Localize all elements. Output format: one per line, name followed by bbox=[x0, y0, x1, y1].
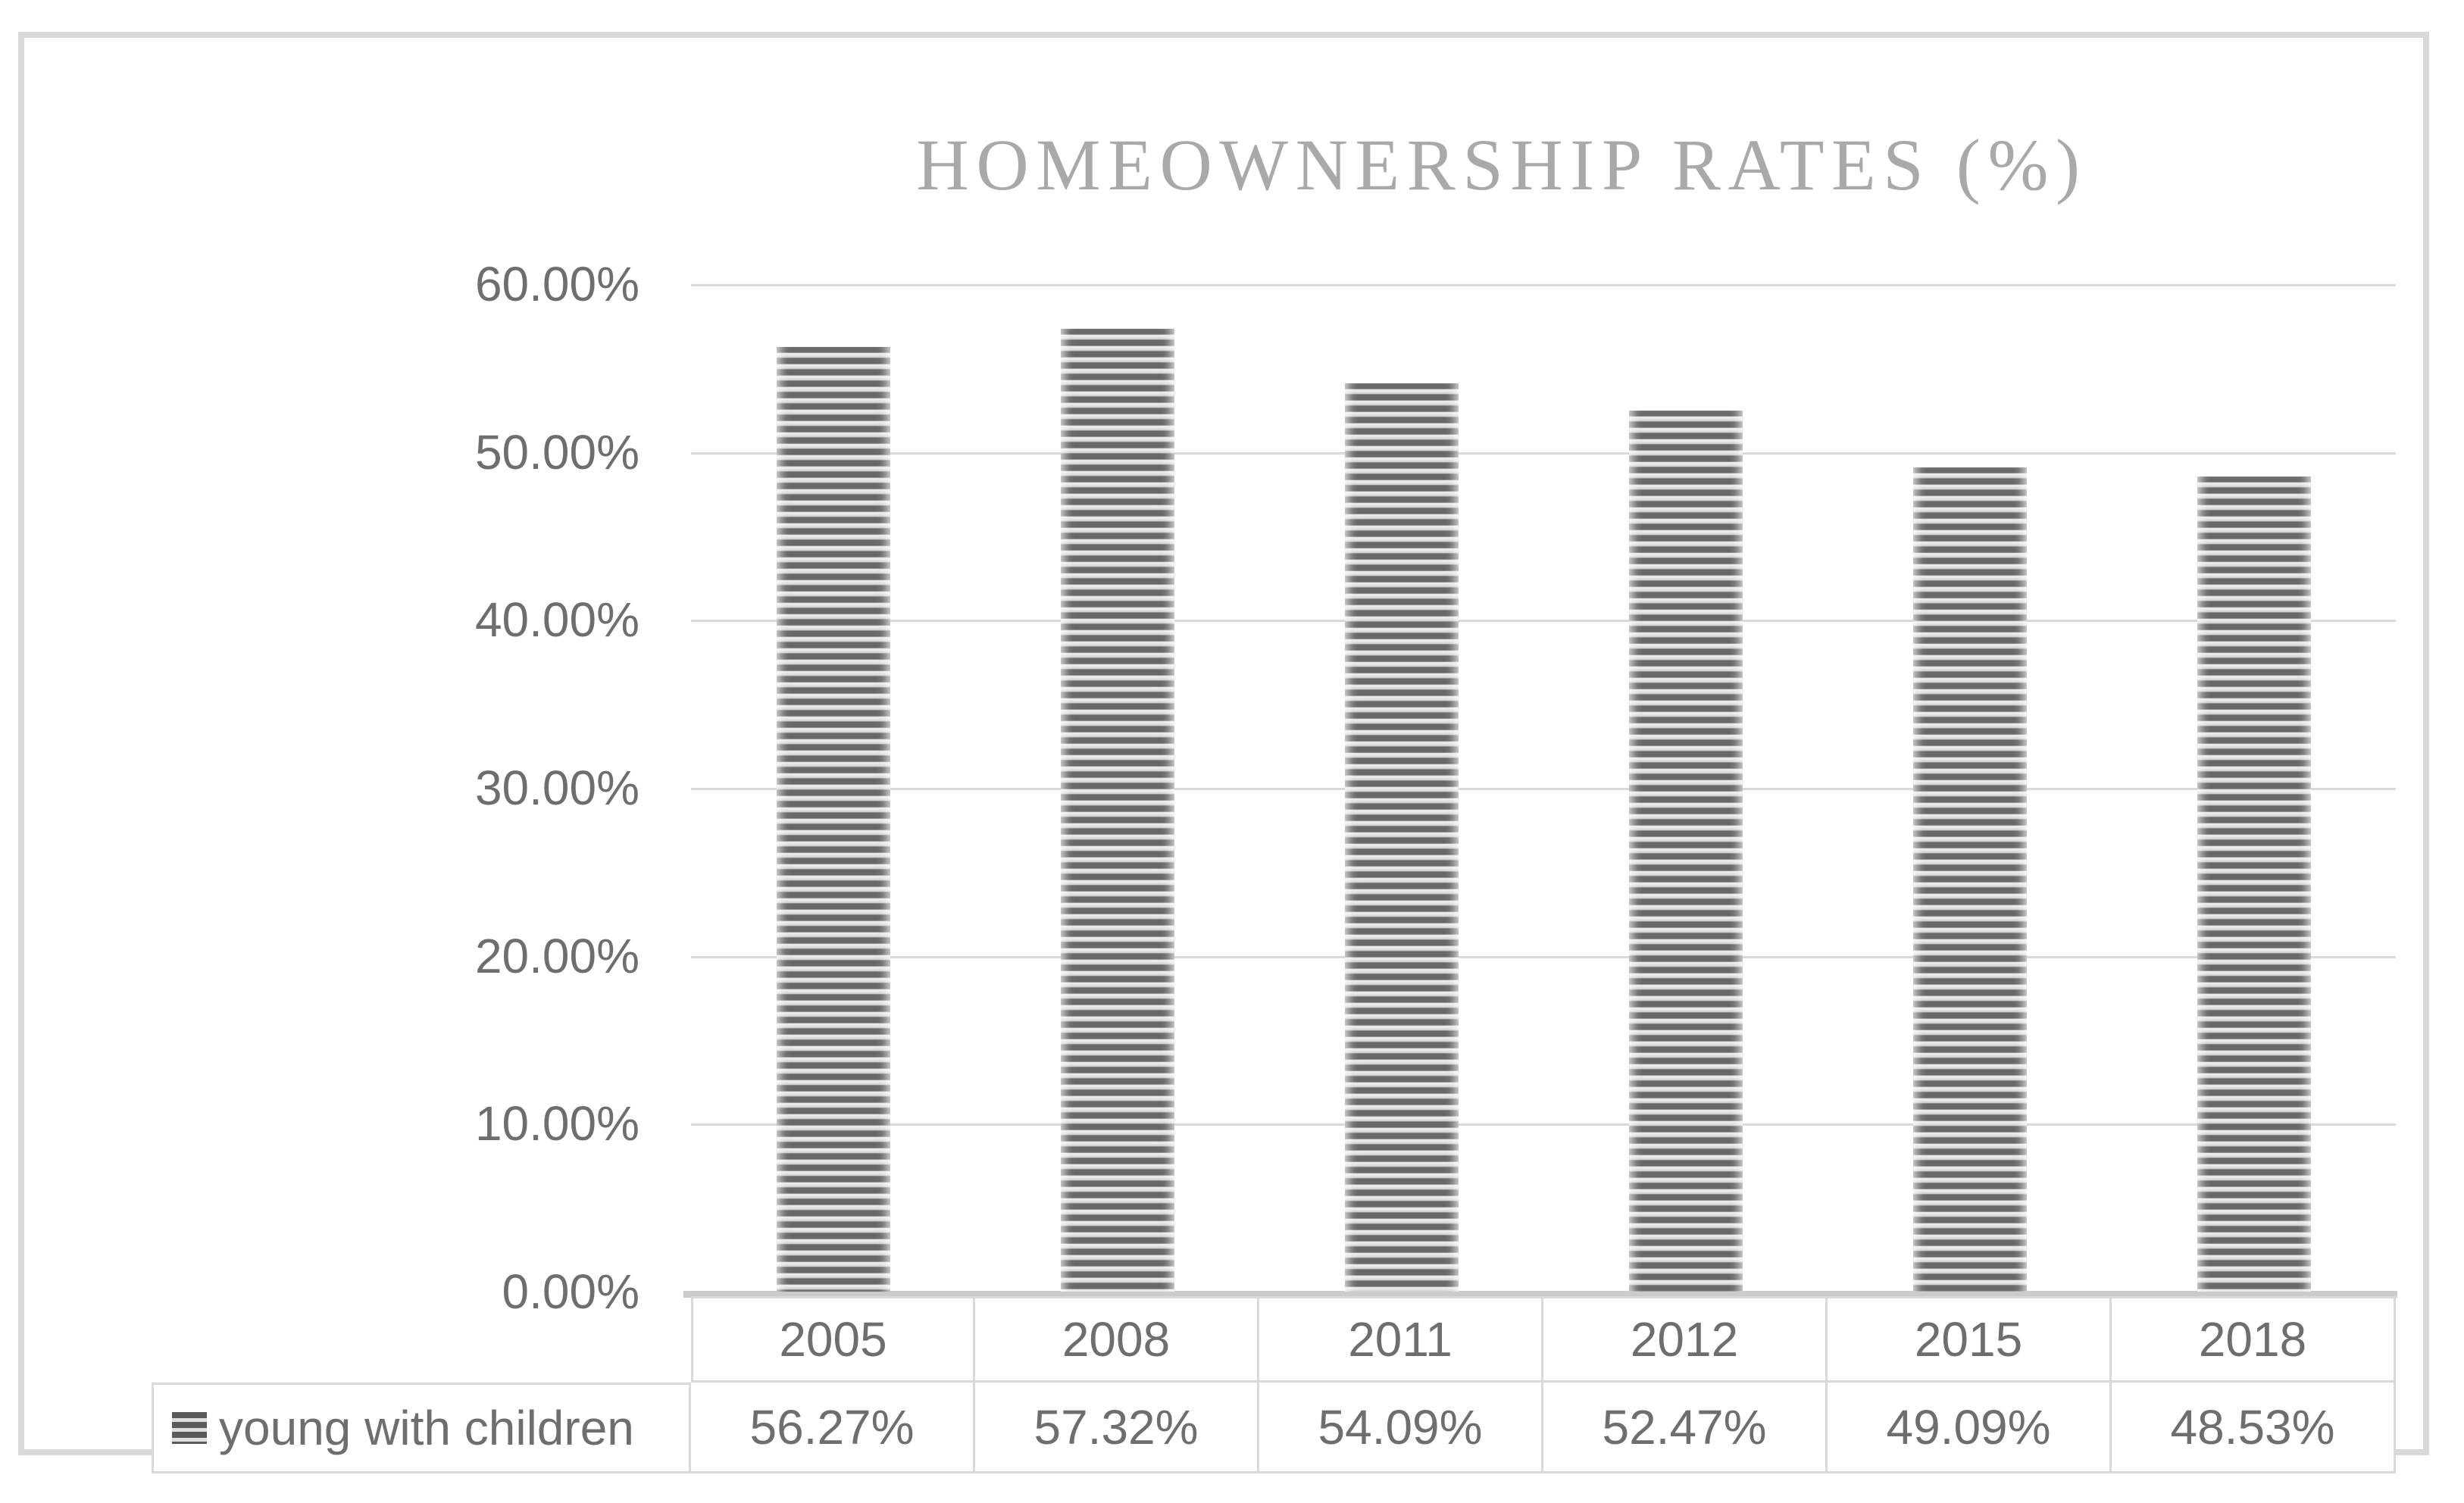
gridline bbox=[691, 788, 2396, 790]
chart-frame: HOMEOWNERSHIP RATES (%) 60.00% 50.00% 40.0… bbox=[18, 32, 2429, 1473]
value-cell: 57.32% bbox=[975, 1383, 1259, 1473]
year-header-cell: 2015 bbox=[1828, 1296, 2112, 1383]
value-cell: 52.47% bbox=[1543, 1383, 1828, 1473]
gridline bbox=[691, 955, 2396, 958]
value-cell: 54.09% bbox=[1259, 1383, 1543, 1473]
value-cell: 49.09% bbox=[1828, 1383, 2112, 1473]
y-axis-tick-label: 30.00% bbox=[474, 761, 639, 815]
y-axis: 60.00% 50.00% 40.00% 30.00% 20.00% 10.00% 0.00… bbox=[252, 260, 639, 1316]
bar-slot-2011 bbox=[1259, 284, 1543, 1292]
bars-container bbox=[691, 284, 2396, 1292]
bar-2011 bbox=[1344, 383, 1459, 1292]
bar-2008 bbox=[1060, 329, 1174, 1292]
chart-title: HOMEOWNERSHIP RATES (%) bbox=[916, 124, 2087, 205]
bar-slot-2012 bbox=[1543, 284, 1828, 1292]
bar-2018 bbox=[2197, 477, 2311, 1292]
table-corner-spacer bbox=[152, 1296, 691, 1383]
bar-2012 bbox=[1628, 410, 1743, 1292]
y-axis-tick-label: 0.00% bbox=[502, 1264, 639, 1319]
y-axis-tick-label: 20.00% bbox=[474, 928, 639, 983]
gridline bbox=[691, 452, 2396, 455]
year-header-cell: 2005 bbox=[691, 1296, 975, 1383]
striped-swatch-icon bbox=[172, 1412, 207, 1444]
data-table: 2005 2008 2011 2012 2015 2018 young with child… bbox=[152, 1296, 2396, 1473]
year-header-cell: 2018 bbox=[2112, 1296, 2396, 1383]
bar-slot-2015 bbox=[1828, 284, 2112, 1292]
gridline bbox=[691, 620, 2396, 623]
y-axis-tick-label: 40.00% bbox=[474, 592, 639, 648]
y-axis-tick-label: 50.00% bbox=[474, 424, 639, 480]
series-name: young with children bbox=[219, 1401, 634, 1455]
year-header-cell: 2012 bbox=[1543, 1296, 1828, 1383]
bar-slot-2008 bbox=[975, 284, 1259, 1292]
legend-cell: young with children bbox=[152, 1383, 691, 1473]
gridline bbox=[691, 284, 2396, 286]
bar-2005 bbox=[776, 346, 890, 1292]
y-axis-tick-label: 10.00% bbox=[474, 1096, 639, 1151]
bar-slot-2018 bbox=[2112, 284, 2396, 1292]
y-axis-tick-label: 60.00% bbox=[474, 257, 639, 311]
value-cell: 48.53% bbox=[2112, 1383, 2396, 1473]
value-cell: 56.27% bbox=[691, 1383, 975, 1473]
x-axis-line bbox=[683, 1291, 2397, 1298]
bar-slot-2005 bbox=[691, 284, 975, 1292]
year-header-cell: 2011 bbox=[1259, 1296, 1543, 1383]
plot-area bbox=[683, 284, 2397, 1298]
bar-2015 bbox=[1912, 467, 2027, 1292]
year-header-cell: 2008 bbox=[975, 1296, 1259, 1383]
gridline bbox=[691, 1123, 2396, 1126]
